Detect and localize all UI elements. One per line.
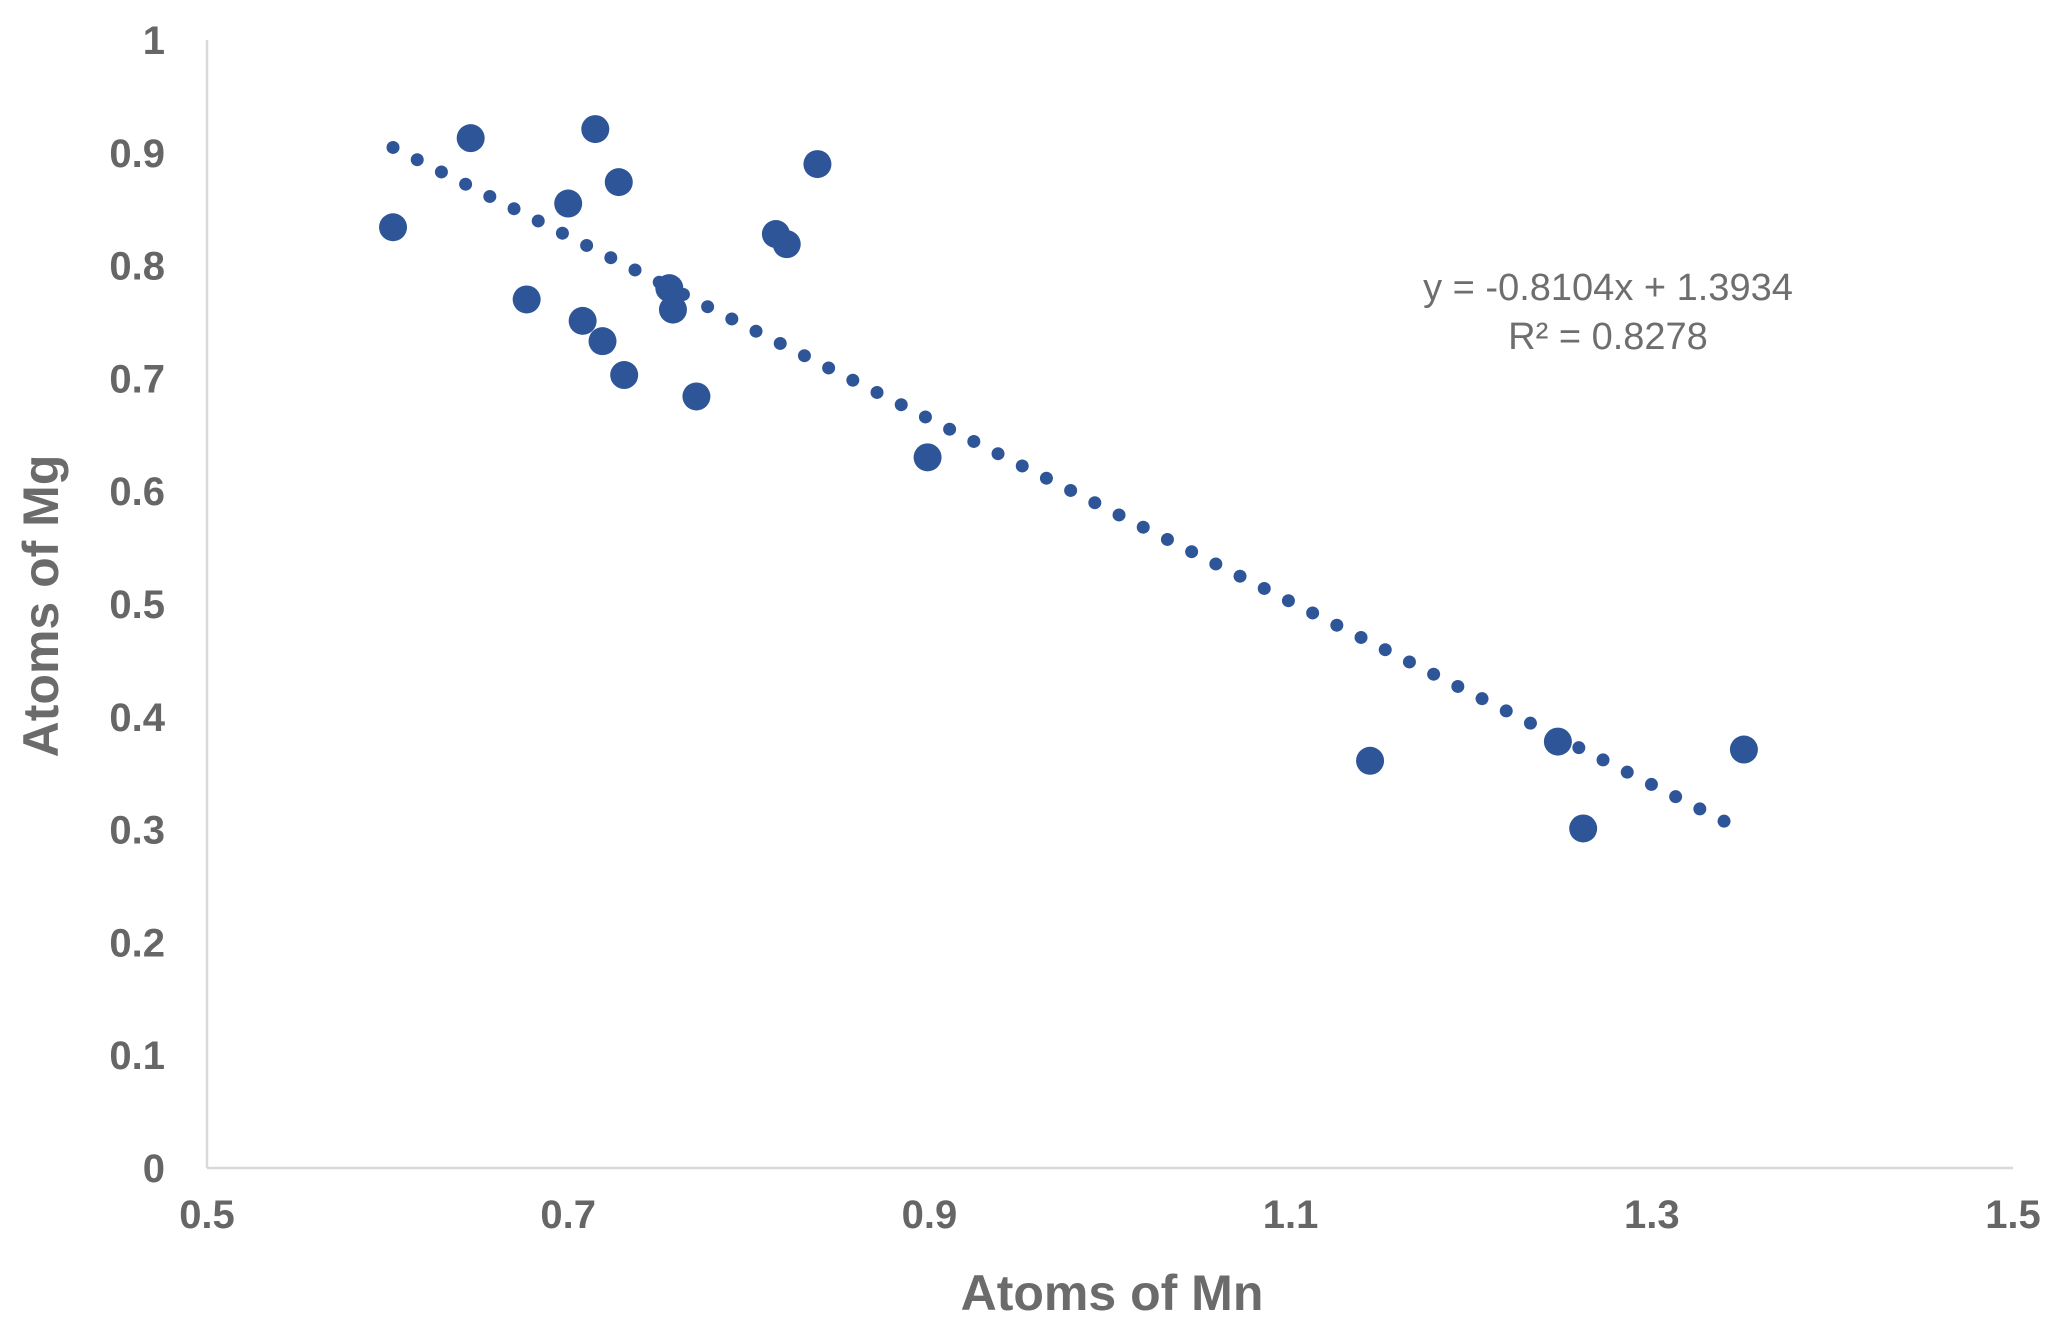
data-point (512, 285, 541, 314)
trendline-dot (1402, 655, 1416, 669)
trendline-dot (797, 349, 811, 363)
y-tick-label: 0.9 (109, 132, 165, 176)
y-axis-title: Atoms of Mg (13, 455, 69, 758)
trendline-dot (483, 189, 497, 203)
trendline-dot (459, 177, 473, 191)
x-tick-label: 0.5 (179, 1193, 235, 1237)
x-tick-label: 1.1 (1263, 1193, 1319, 1237)
trendline-dot (1596, 753, 1610, 767)
trendline-dot (1185, 545, 1199, 559)
y-tick-label: 0 (143, 1147, 165, 1191)
data-point (682, 382, 711, 411)
y-tick-label: 0.1 (109, 1034, 165, 1078)
y-tick-label: 0.2 (109, 921, 165, 965)
trendline-dot (1112, 508, 1126, 522)
x-tick-label: 0.9 (902, 1193, 958, 1237)
x-tick-label: 0.7 (540, 1193, 596, 1237)
data-point (1729, 735, 1758, 764)
data-point (658, 295, 687, 324)
trendline-dot (1281, 594, 1295, 608)
data-point (1356, 746, 1385, 775)
data-point (588, 327, 617, 356)
trendline-dot (846, 373, 860, 387)
trendline-dot (1354, 630, 1368, 644)
trendline (386, 140, 1731, 828)
trendline-dot (1088, 496, 1102, 510)
x-tick-label: 1.3 (1624, 1193, 1680, 1237)
trendline-dot (1523, 716, 1537, 730)
trendline-dot (1160, 532, 1174, 546)
r-squared-label: R² = 0.8278 (1508, 316, 1708, 358)
data-point (803, 150, 832, 179)
trendline-dot (1330, 618, 1344, 632)
trendline-dot (1209, 557, 1223, 571)
y-tick-label: 1 (143, 19, 165, 63)
y-tick-label: 0.8 (109, 245, 165, 289)
x-tick-labels: 0.5 0.7 0.9 1.1 1.3 1.5 (179, 1193, 2041, 1237)
data-point (1543, 727, 1572, 756)
trendline-dot (1378, 643, 1392, 657)
y-tick-label: 0.7 (109, 357, 165, 401)
trendline-dot (1620, 765, 1634, 779)
trendline-dot (1572, 741, 1586, 755)
trendline-dot (1669, 790, 1683, 804)
trendline-dot (991, 447, 1005, 461)
trendline-dot (918, 410, 932, 424)
data-point (772, 230, 801, 259)
y-tick-label: 0.3 (109, 809, 165, 853)
trendline-dot (410, 153, 424, 167)
data-point (913, 443, 942, 472)
trendline-dot (1257, 581, 1271, 595)
trendline-dot (507, 202, 521, 216)
y-tick-label: 0.5 (109, 583, 165, 627)
trendline-equation: y = -0.8104x + 1.3934 (1423, 267, 1793, 309)
trendline-dot (943, 422, 957, 436)
data-point (568, 306, 597, 335)
trendline-dot (604, 251, 618, 265)
trendline-dot (580, 238, 594, 252)
trendline-dot (749, 324, 763, 338)
data-point (604, 168, 633, 197)
y-tick-labels: 0 0.1 0.2 0.3 0.4 0.5 0.6 0.7 0.8 0.9 1 (109, 19, 165, 1191)
data-point (655, 274, 684, 303)
x-axis-title: Atoms of Mn (961, 1265, 1264, 1321)
trendline-dot (725, 312, 739, 326)
trendline-dot (870, 385, 884, 399)
trendline-dot (531, 214, 545, 228)
axes (205, 40, 2013, 1170)
trendline-dot (773, 336, 787, 350)
x-tick-label: 1.5 (1985, 1193, 2041, 1237)
trendline-dot (1717, 814, 1731, 828)
trendline-dot (822, 361, 836, 375)
data-point (554, 189, 583, 218)
data-point (379, 213, 408, 242)
trendline-dot (1039, 471, 1053, 485)
trendline-dot (1427, 667, 1441, 681)
trendline-dot (386, 140, 400, 154)
trendline-dot (1644, 777, 1658, 791)
trendline-dot (1136, 520, 1150, 534)
trendline-dot (1499, 704, 1513, 718)
trendline-dot (894, 398, 908, 412)
trendline-dot (1306, 606, 1320, 620)
trendline-dot (1475, 692, 1489, 706)
trendline-dot (1064, 483, 1078, 497)
data-point (1569, 814, 1598, 843)
trendline-dot (1233, 569, 1247, 583)
data-point (456, 124, 485, 153)
trendline-dot (628, 263, 642, 277)
data-points (379, 115, 1758, 843)
trendline-dot (555, 226, 569, 240)
data-point (610, 361, 639, 390)
y-tick-label: 0.6 (109, 470, 165, 514)
trendline-dot (967, 434, 981, 448)
trendline-dot (701, 300, 715, 314)
data-point (581, 115, 610, 144)
trendline-dot (1451, 679, 1465, 693)
trendline-dot (1015, 459, 1029, 473)
y-tick-label: 0.4 (109, 696, 165, 740)
trendline-dot (434, 165, 448, 179)
trendline-dot (1693, 802, 1707, 816)
